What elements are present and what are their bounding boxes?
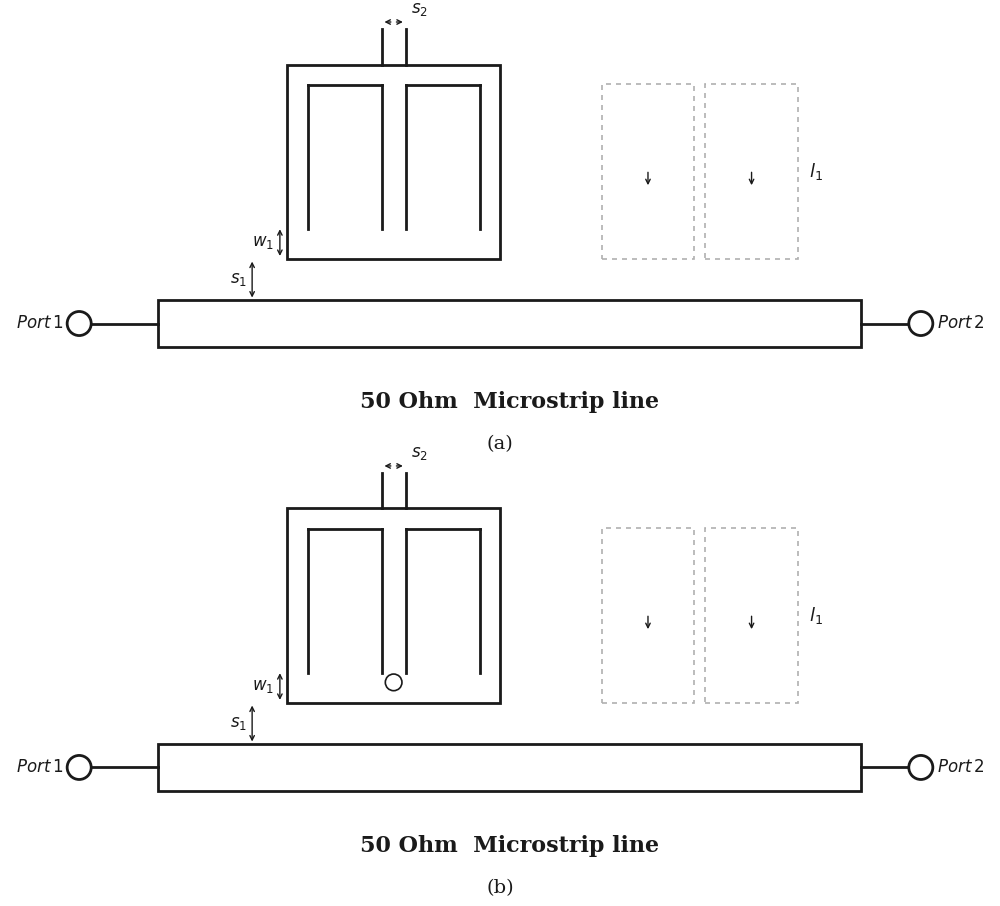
Text: $s_1$: $s_1$ (230, 715, 247, 732)
Bar (602, 84, 694, 259)
Text: $Port\,1$: $Port\,1$ (16, 759, 63, 776)
Text: $Port\,1$: $Port\,1$ (16, 315, 63, 332)
Circle shape (909, 312, 933, 335)
Text: $Port\,2$: $Port\,2$ (937, 315, 984, 332)
Bar (287, 64, 500, 259)
Text: (b): (b) (486, 879, 514, 897)
Text: 50 Ohm  Microstrip line: 50 Ohm Microstrip line (360, 391, 659, 413)
Circle shape (909, 756, 933, 779)
Text: (a): (a) (487, 435, 513, 453)
Text: $l_1$: $l_1$ (809, 605, 823, 626)
Circle shape (385, 674, 402, 690)
Bar (158, 301, 861, 347)
Text: $w_1$: $w_1$ (252, 234, 274, 251)
Text: $s_2$: $s_2$ (411, 445, 428, 462)
Bar (287, 508, 500, 703)
Bar (705, 84, 798, 259)
Bar (705, 528, 798, 703)
Bar (602, 528, 694, 703)
Text: $s_2$: $s_2$ (411, 1, 428, 18)
Text: $s_1$: $s_1$ (230, 271, 247, 288)
Circle shape (67, 312, 91, 335)
Text: $Port\,2$: $Port\,2$ (937, 759, 984, 776)
Text: 50 Ohm  Microstrip line: 50 Ohm Microstrip line (360, 835, 659, 857)
Text: $w_1$: $w_1$ (252, 678, 274, 695)
Text: $l_1$: $l_1$ (809, 161, 823, 182)
Circle shape (67, 756, 91, 779)
Bar (158, 745, 861, 791)
